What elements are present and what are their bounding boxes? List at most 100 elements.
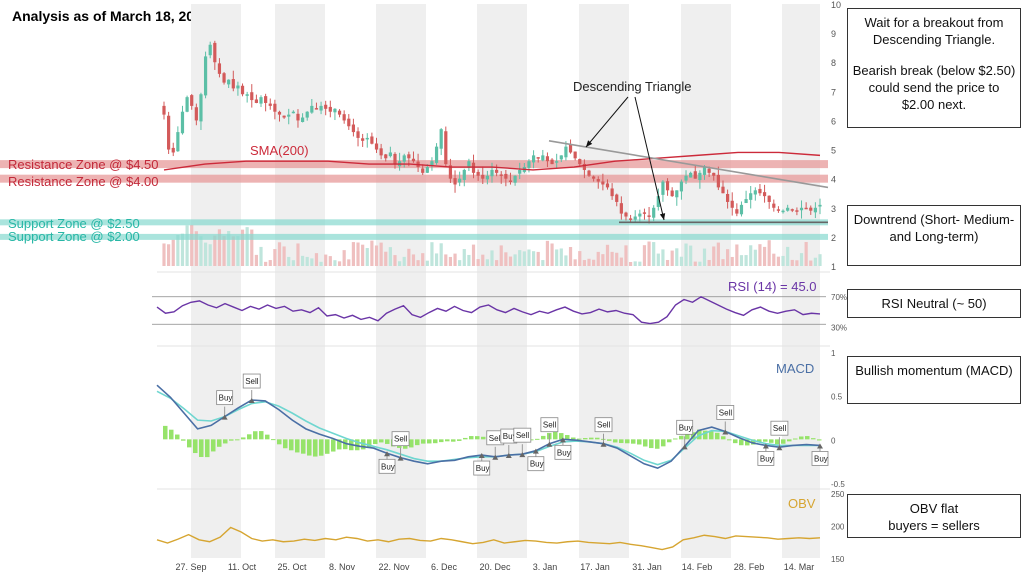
macd-tick-label: 0 (831, 436, 836, 445)
volume-bar (804, 241, 808, 266)
candle-body (578, 159, 582, 165)
candle-body (809, 207, 813, 211)
volume-bar (439, 243, 443, 266)
candle-body (384, 154, 388, 159)
candle-body (767, 195, 771, 202)
volume-bar (739, 255, 744, 266)
macd-tick-label: 1 (831, 349, 836, 358)
volume-bar (545, 240, 550, 266)
candle-body (259, 97, 263, 104)
price-tick-label: 2 (831, 233, 836, 243)
volume-bar (328, 256, 332, 266)
candle-body (647, 215, 651, 217)
volume-bar (527, 249, 531, 266)
signal-flag-box (473, 460, 491, 476)
candle-body (638, 213, 642, 217)
macd-histogram-bar (595, 437, 600, 440)
macd-note-text: Bullish momentum (MACD) (855, 363, 1013, 378)
volume-bar (781, 255, 785, 266)
candle-body (721, 186, 725, 194)
volume-bar (508, 256, 513, 266)
x-tick-label: 6. Dec (431, 562, 458, 572)
rsi-label: RSI (14) = 45.0 (728, 279, 817, 294)
x-tick-label: 11. Oct (228, 562, 257, 572)
candle-body (762, 192, 767, 197)
candle-body (388, 152, 392, 157)
volume-bar (522, 251, 526, 266)
volume-bar (749, 245, 753, 266)
volume-bar (624, 245, 628, 266)
candle-body (527, 161, 531, 168)
volume-bar (453, 253, 457, 266)
candle-body (610, 188, 614, 197)
candle-body (264, 96, 268, 103)
candle-body (786, 207, 790, 211)
signal-marker (519, 452, 526, 458)
candle-body (568, 144, 573, 153)
signal-marker (817, 443, 823, 449)
candle-body (531, 155, 536, 163)
signal-flag-label: Buy (476, 464, 490, 473)
candle-body (167, 115, 171, 150)
obv-note-line1: OBV flat (909, 501, 959, 516)
volume-bar (333, 260, 337, 266)
volume-bar (171, 239, 175, 266)
volume-bar (476, 259, 480, 266)
volume-bar (208, 244, 212, 266)
candle-body (490, 169, 494, 177)
volume-bar (430, 242, 434, 266)
volume-bar (679, 256, 684, 266)
volume-bar (213, 235, 217, 266)
macd-histogram-bar (541, 435, 546, 440)
macd-histogram-bar (763, 439, 768, 442)
volume-bars (162, 224, 822, 266)
macd-histogram-bar (307, 439, 312, 456)
volume-bar (707, 259, 711, 266)
volume-bar (550, 243, 554, 266)
signal-flag-box (216, 390, 234, 406)
macd-histogram-bar (817, 439, 822, 441)
candle-body (513, 175, 517, 183)
volume-bar (504, 252, 508, 266)
volume-bar (578, 251, 582, 266)
x-tick-label: 28. Feb (734, 562, 765, 572)
macd-histogram-bar (727, 439, 732, 441)
candle-body (462, 169, 466, 180)
macd-tick-label: 0.5 (831, 393, 843, 402)
volume-bar (809, 260, 813, 266)
volume-bar (772, 253, 776, 266)
rsi-panel (152, 295, 826, 325)
candle-body (208, 44, 212, 56)
volume-bar (370, 240, 374, 266)
candle-body (471, 162, 476, 173)
candle-body (254, 99, 258, 103)
candle-body (739, 204, 744, 215)
support-zone (0, 219, 828, 226)
signal-flag-label: Buy (219, 394, 233, 403)
obv-tick-label: 250 (831, 490, 845, 499)
volume-bar (324, 254, 328, 266)
candle-body (402, 155, 406, 162)
volume-bar (398, 261, 402, 266)
candle-body (314, 108, 319, 110)
candle-body (421, 168, 425, 173)
candle-body (744, 199, 748, 204)
macd-histogram-bar (439, 439, 444, 443)
support-zone (0, 233, 828, 240)
macd-histogram-bar (559, 433, 564, 440)
candle-body (582, 163, 586, 170)
macd-histogram-bar (661, 439, 666, 447)
signal-flag-box (242, 373, 261, 389)
volume-bar (564, 255, 568, 266)
date-stripes (191, 4, 820, 558)
volume-bar (702, 248, 707, 266)
volume-bar (467, 254, 471, 266)
x-tick-label: 22. Nov (378, 562, 410, 572)
volume-bar (596, 251, 600, 266)
macd-histogram-bar (193, 439, 198, 454)
macd-histogram-bar (247, 434, 252, 440)
macd-histogram-bar (169, 429, 174, 440)
macd-histogram-bar (679, 435, 684, 440)
volume-bar (716, 242, 720, 266)
